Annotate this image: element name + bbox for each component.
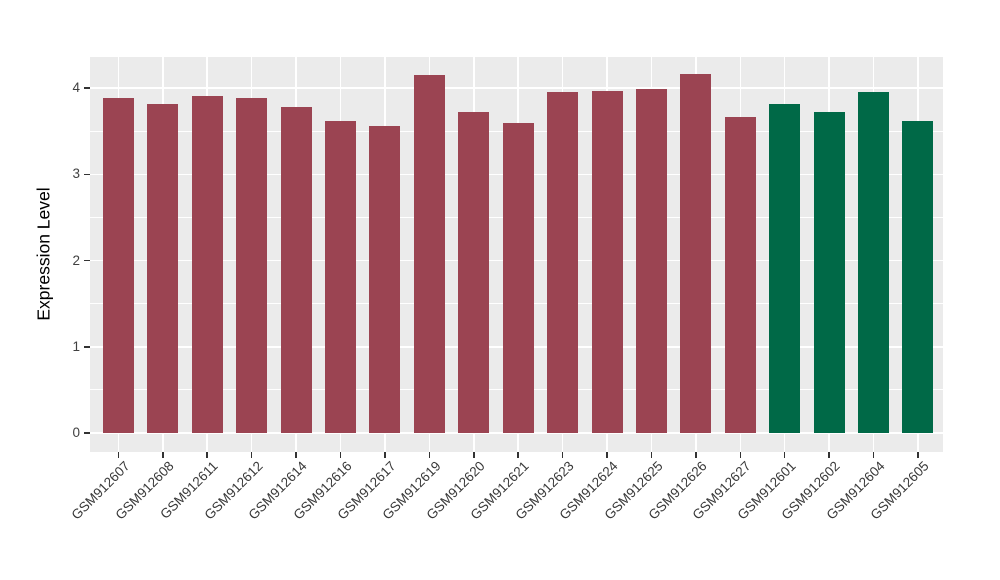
- major-gridline-y-0: [90, 432, 943, 434]
- y-tick-label-4: 4: [72, 80, 80, 95]
- bar-GSM912620: [458, 112, 490, 433]
- plot-panel: [90, 57, 943, 452]
- bar-GSM912616: [325, 120, 356, 433]
- bar-GSM912605: [902, 120, 934, 433]
- major-gridline-y-4: [90, 87, 943, 89]
- bar-GSM912621: [502, 122, 534, 433]
- bar-GSM912614: [280, 106, 312, 433]
- bar-GSM912612: [236, 98, 268, 433]
- y-tick-mark-0: [84, 432, 90, 434]
- y-tick-mark-1: [84, 346, 90, 348]
- x-tick-mark-GSM912620: [473, 452, 475, 458]
- y-tick-mark-3: [84, 173, 90, 175]
- bar-GSM912601: [769, 103, 801, 433]
- bar-GSM912617: [369, 125, 401, 433]
- y-tick-label-1: 1: [72, 338, 80, 354]
- y-tick-mark-4: [84, 87, 90, 89]
- x-tick-mark-GSM912619: [428, 452, 431, 458]
- x-tick-mark-GSM912623: [561, 452, 564, 458]
- x-tick-mark-GSM912624: [606, 452, 608, 458]
- bar-GSM912626: [680, 74, 712, 433]
- bar-GSM912623: [547, 92, 579, 433]
- bar-GSM912607: [102, 98, 134, 433]
- x-tick-mark-GSM912626: [695, 452, 697, 458]
- bar-GSM912627: [724, 117, 756, 433]
- y-tick-label-3: 3: [72, 166, 80, 182]
- bar-GSM912611: [191, 95, 223, 433]
- bar-GSM912608: [147, 103, 179, 433]
- x-tick-mark-GSM912607: [117, 452, 120, 458]
- x-tick-mark-GSM912616: [339, 452, 342, 458]
- x-tick-mark-GSM912612: [250, 452, 253, 458]
- y-tick-label-2: 2: [72, 252, 80, 268]
- x-tick-mark-GSM912611: [206, 452, 208, 458]
- x-tick-mark-GSM912608: [162, 452, 164, 458]
- bar-GSM912604: [858, 92, 890, 433]
- x-tick-mark-GSM912614: [295, 452, 297, 458]
- y-tick-mark-2: [84, 259, 90, 262]
- bar-GSM912602: [813, 112, 845, 433]
- bar-GSM912625: [635, 88, 667, 433]
- x-tick-mark-GSM912625: [650, 452, 653, 458]
- x-tick-mark-GSM912627: [739, 452, 742, 458]
- bar-GSM912624: [591, 91, 623, 433]
- x-tick-mark-GSM912621: [517, 452, 519, 458]
- bar-GSM912619: [413, 75, 445, 433]
- x-tick-mark-GSM912605: [917, 452, 919, 458]
- x-tick-mark-GSM912604: [872, 452, 875, 458]
- x-tick-mark-GSM912617: [384, 452, 386, 458]
- x-tick-mark-GSM912602: [828, 452, 830, 458]
- x-tick-mark-GSM912601: [783, 452, 786, 458]
- y-tick-label-0: 0: [72, 425, 80, 440]
